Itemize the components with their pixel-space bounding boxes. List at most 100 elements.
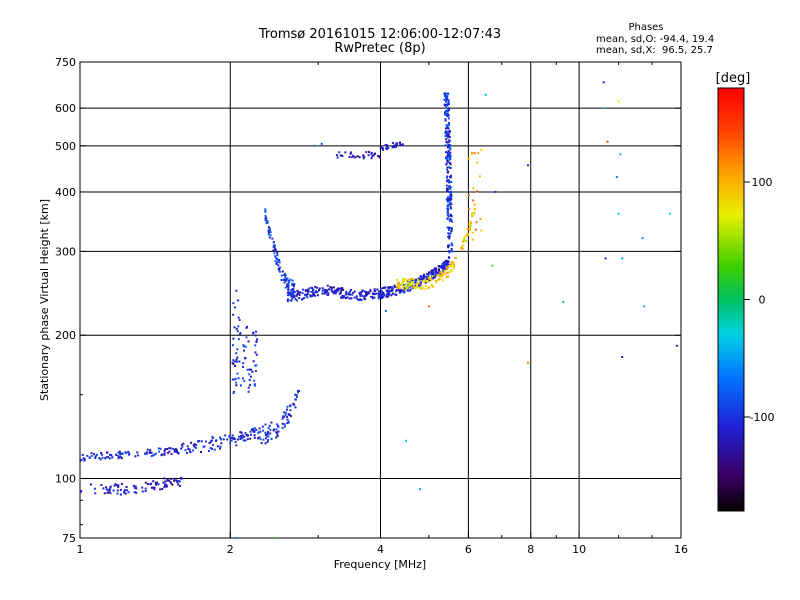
echo-point <box>439 271 442 274</box>
echo-point <box>411 279 413 282</box>
echo-point <box>402 279 405 282</box>
echo-point <box>327 288 330 291</box>
echo-point <box>308 287 311 290</box>
echo-point <box>233 326 236 329</box>
echo-point <box>430 270 433 273</box>
echo-point <box>439 272 442 275</box>
echo-point <box>286 284 289 287</box>
echo-point <box>163 485 166 488</box>
echo-point <box>292 292 295 295</box>
echo-point <box>332 291 334 293</box>
echo-point <box>117 451 120 454</box>
echo-point <box>447 161 449 164</box>
echo-point <box>274 260 277 262</box>
echo-point <box>118 456 121 459</box>
echo-point <box>430 273 433 276</box>
colorbar-tick-label: 0 <box>759 294 766 307</box>
echo-point <box>326 284 329 287</box>
echo-point <box>395 143 397 146</box>
echo-point <box>233 360 236 363</box>
echo-point <box>409 288 412 291</box>
echo-point <box>619 153 622 156</box>
echo-point <box>152 480 155 483</box>
echo-point <box>280 274 283 277</box>
echo-point <box>157 483 160 486</box>
echo-point <box>450 261 453 264</box>
echo-point <box>447 196 450 199</box>
echo-point <box>155 483 158 486</box>
echo-point <box>398 285 401 288</box>
echo-point <box>287 288 290 291</box>
echo-point <box>326 290 329 293</box>
echo-point <box>450 198 453 200</box>
echo-point <box>254 334 257 337</box>
echo-point <box>278 261 281 264</box>
echo-point <box>192 444 195 447</box>
echo-point <box>468 226 471 229</box>
echo-point <box>153 488 156 491</box>
echo-point <box>81 453 84 456</box>
echo-point <box>410 283 413 286</box>
echo-point <box>402 291 405 294</box>
echo-point <box>434 267 436 270</box>
echo-point <box>119 453 122 456</box>
echo-point <box>305 294 308 297</box>
echo-point <box>380 295 383 298</box>
echo-point <box>294 406 297 409</box>
echo-point <box>370 151 373 154</box>
echo-point <box>446 136 449 139</box>
echo-point <box>235 381 238 384</box>
y-tick-label: 400 <box>55 186 76 199</box>
echo-point <box>277 258 280 261</box>
echo-point <box>332 292 335 295</box>
echo-point <box>258 427 261 430</box>
echo-point <box>447 235 450 238</box>
echo-point <box>283 278 286 281</box>
echo-point <box>445 163 448 166</box>
echo-point <box>257 437 259 440</box>
echo-point <box>287 286 290 289</box>
echo-point <box>114 483 117 486</box>
echo-point <box>445 276 448 279</box>
echo-point <box>341 294 344 297</box>
echo-point <box>268 424 271 427</box>
echo-point <box>295 295 298 297</box>
echo-point <box>445 198 448 201</box>
echo-point <box>163 453 166 456</box>
echo-point <box>405 439 407 442</box>
echo-point <box>368 151 370 153</box>
echo-point <box>621 356 624 358</box>
echo-point <box>313 144 316 147</box>
echo-point <box>286 291 289 294</box>
echo-point <box>368 292 371 295</box>
echo-point <box>449 175 451 178</box>
echo-point <box>116 492 119 495</box>
echo-point <box>279 266 282 269</box>
echo-point <box>414 287 417 290</box>
echo-point <box>286 277 289 280</box>
echo-point <box>352 291 355 294</box>
echo-point <box>275 257 278 259</box>
echo-point <box>418 282 421 285</box>
echo-point <box>185 451 188 454</box>
echo-point <box>237 316 240 319</box>
echo-point <box>391 292 394 295</box>
echo-point <box>427 305 430 308</box>
echo-point <box>238 360 241 363</box>
echo-point <box>395 145 397 148</box>
echo-point <box>146 483 149 486</box>
echo-point <box>79 459 82 462</box>
echo-point <box>447 265 450 267</box>
echo-point <box>273 537 276 539</box>
echo-point <box>330 288 333 291</box>
echo-point <box>268 236 271 239</box>
echo-point <box>415 286 418 289</box>
echo-point <box>448 271 451 274</box>
echo-point <box>444 95 447 98</box>
echo-point <box>141 486 144 489</box>
echo-point <box>117 454 119 457</box>
echo-point <box>220 438 223 441</box>
echo-point <box>448 256 451 259</box>
echo-point <box>369 289 372 292</box>
echo-point <box>473 211 476 214</box>
